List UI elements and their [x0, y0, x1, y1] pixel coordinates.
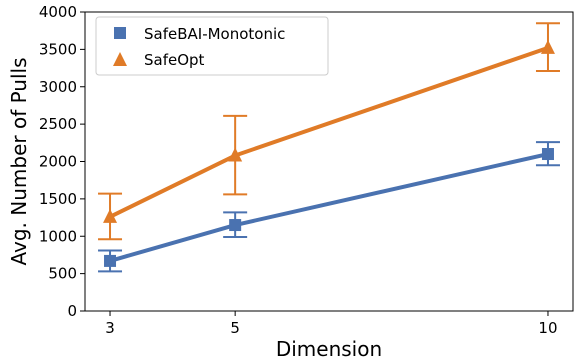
- data-point-safebai-monotonic: [541, 148, 554, 161]
- ticks-layer: 0 500 1000 1500 2000 2500 3000 3500 4000 3 5 10: [39, 3, 558, 337]
- y-tick-label: 3500: [39, 40, 77, 58]
- data-point-safebai-monotonic: [229, 219, 242, 232]
- legend-marker-safeopt: [113, 52, 127, 66]
- y-tick-label: 2500: [39, 115, 77, 133]
- data-point-safeopt: [103, 208, 118, 223]
- y-axis-label: Avg. Number of Pulls: [7, 57, 31, 265]
- legend-box: [95, 16, 329, 76]
- y-tick-label: 2000: [39, 153, 77, 171]
- legend-marker-safebai-monotonic: [114, 27, 126, 39]
- series-layer: [98, 22, 560, 273]
- legend: SafeBAI-Monotonic SafeOpt: [95, 16, 329, 76]
- data-point-safeopt: [540, 39, 555, 54]
- y-tick-label: 1000: [39, 227, 77, 245]
- x-tick-label: 5: [230, 319, 240, 337]
- y-tick-label: 500: [48, 265, 77, 283]
- plot-frame: [84, 11, 574, 312]
- y-tick-label: 1500: [39, 190, 77, 208]
- data-point-safebai-monotonic: [104, 254, 117, 267]
- y-tick-label: 0: [67, 302, 77, 320]
- y-tick-label: 3000: [39, 78, 77, 96]
- series-line-safebai-monotonic: [109, 152, 549, 263]
- legend-label-safeopt: SafeOpt: [144, 51, 205, 69]
- data-point-safeopt: [228, 147, 243, 162]
- legend-label-safebai-monotonic: SafeBAI-Monotonic: [144, 25, 285, 43]
- x-axis-label: Dimension: [276, 337, 382, 360]
- x-tick-label: 10: [538, 319, 557, 337]
- y-tick-label: 4000: [39, 3, 77, 21]
- x-tick-label: 3: [105, 319, 115, 337]
